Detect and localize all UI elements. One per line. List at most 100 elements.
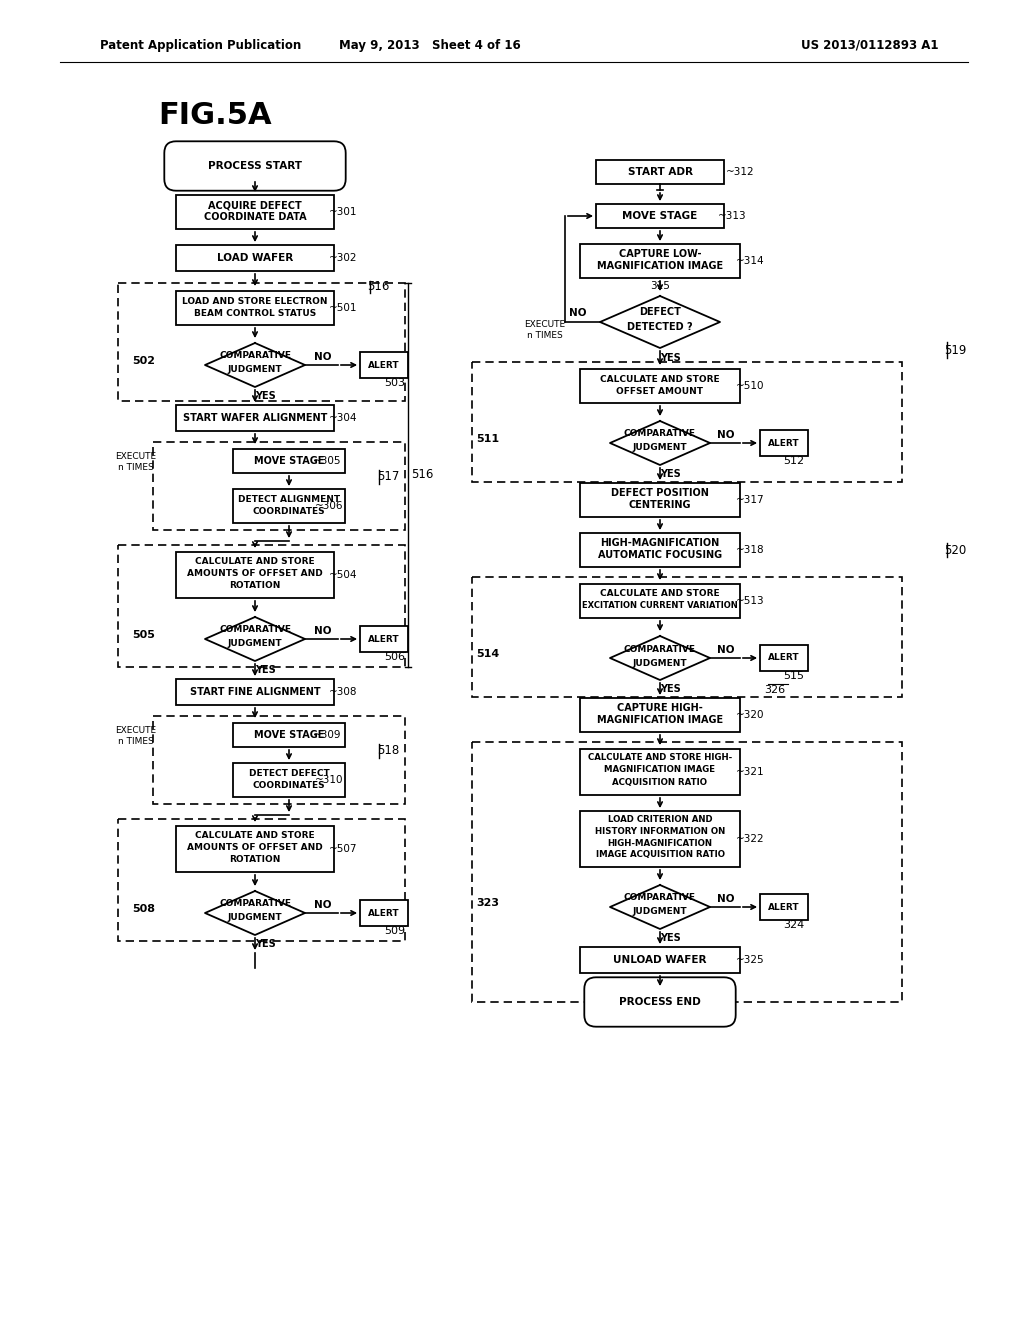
FancyBboxPatch shape [760,430,808,455]
FancyBboxPatch shape [176,246,334,271]
Text: ROTATION: ROTATION [229,581,281,590]
Text: JUDGMENT: JUDGMENT [227,913,283,923]
Text: ~309: ~309 [312,730,341,741]
Text: ALERT: ALERT [768,903,800,912]
Text: START ADR: START ADR [628,168,692,177]
Text: OFFSET AMOUNT: OFFSET AMOUNT [616,387,703,396]
FancyBboxPatch shape [580,583,740,618]
FancyBboxPatch shape [176,826,334,873]
Text: May 9, 2013   Sheet 4 of 16: May 9, 2013 Sheet 4 of 16 [339,38,521,51]
Text: ACQUISITION RATIO: ACQUISITION RATIO [612,777,708,787]
Text: IMAGE ACQUISITION RATIO: IMAGE ACQUISITION RATIO [596,850,725,859]
FancyBboxPatch shape [580,810,740,867]
FancyBboxPatch shape [176,405,334,432]
Text: EXCITATION CURRENT VARIATION: EXCITATION CURRENT VARIATION [582,602,738,610]
Text: 516: 516 [367,281,389,293]
FancyBboxPatch shape [233,723,345,747]
Text: 512: 512 [783,455,805,466]
Text: HIGH-MAGNIFICATION: HIGH-MAGNIFICATION [607,838,713,847]
Text: ~305: ~305 [312,455,341,466]
Text: JUDGMENT: JUDGMENT [633,908,687,916]
Text: 502: 502 [132,356,156,366]
Text: CENTERING: CENTERING [629,500,691,510]
Text: NO: NO [569,308,587,318]
Text: DEFECT POSITION: DEFECT POSITION [611,488,709,498]
Text: LOAD AND STORE ELECTRON: LOAD AND STORE ELECTRON [182,297,328,305]
Text: ~318: ~318 [735,545,764,554]
Text: 505: 505 [132,630,156,640]
FancyBboxPatch shape [118,282,406,401]
Text: YES: YES [255,939,275,949]
Text: COMPARATIVE: COMPARATIVE [219,626,291,635]
Text: MOVE STAGE: MOVE STAGE [254,730,325,741]
FancyBboxPatch shape [360,900,408,927]
Text: ~320: ~320 [736,710,764,719]
Text: COMPARATIVE: COMPARATIVE [624,429,696,438]
Text: ~317: ~317 [735,495,764,506]
Text: ~321: ~321 [735,767,764,777]
Text: NO: NO [314,626,332,636]
Text: ~325: ~325 [735,954,764,965]
Text: HIGH-MAGNIFICATION: HIGH-MAGNIFICATION [600,539,720,548]
Text: ~306: ~306 [314,502,343,511]
Text: MOVE STAGE: MOVE STAGE [623,211,697,220]
Text: HISTORY INFORMATION ON: HISTORY INFORMATION ON [595,826,725,836]
Text: ~301: ~301 [329,207,357,216]
FancyBboxPatch shape [472,362,902,482]
Text: ~507: ~507 [329,843,357,854]
Text: ACQUIRE DEFECT: ACQUIRE DEFECT [208,201,302,210]
Text: ~314: ~314 [735,256,764,267]
Text: COMPARATIVE: COMPARATIVE [219,351,291,360]
Text: YES: YES [659,469,680,479]
Text: DETECT DEFECT: DETECT DEFECT [249,768,330,777]
Text: YES: YES [255,391,275,401]
FancyBboxPatch shape [233,488,345,523]
Text: MAGNIFICATION IMAGE: MAGNIFICATION IMAGE [604,766,716,775]
Text: 315: 315 [650,281,670,290]
Text: 520: 520 [944,544,966,557]
Text: AMOUNTS OF OFFSET AND: AMOUNTS OF OFFSET AND [187,569,323,578]
Text: LOAD WAFER: LOAD WAFER [217,253,293,263]
Text: YES: YES [659,684,680,694]
Text: ~510: ~510 [736,381,764,391]
Text: ALERT: ALERT [369,360,399,370]
FancyBboxPatch shape [760,645,808,671]
Text: UNLOAD WAFER: UNLOAD WAFER [613,954,707,965]
FancyBboxPatch shape [580,483,740,517]
Text: ~302: ~302 [329,253,357,263]
Text: JUDGMENT: JUDGMENT [633,444,687,453]
FancyBboxPatch shape [118,545,406,667]
Text: YES: YES [255,665,275,675]
FancyBboxPatch shape [585,977,735,1027]
Text: COORDINATES: COORDINATES [253,507,326,516]
Text: NO: NO [717,645,735,655]
Text: ROTATION: ROTATION [229,854,281,863]
Text: 323: 323 [476,898,500,908]
Text: 514: 514 [476,649,500,659]
Text: MAGNIFICATION IMAGE: MAGNIFICATION IMAGE [597,715,723,725]
Text: NO: NO [717,894,735,904]
Text: 509: 509 [384,927,406,936]
FancyBboxPatch shape [472,742,902,1002]
Text: PROCESS START: PROCESS START [208,161,302,172]
FancyBboxPatch shape [164,141,346,190]
FancyBboxPatch shape [233,763,345,797]
FancyBboxPatch shape [176,290,334,325]
Text: ~513: ~513 [735,597,764,606]
Text: CALCULATE AND STORE: CALCULATE AND STORE [196,830,314,840]
Text: 516: 516 [411,469,433,482]
Text: ~504: ~504 [329,570,357,579]
Text: JUDGMENT: JUDGMENT [227,639,283,648]
Text: START WAFER ALIGNMENT: START WAFER ALIGNMENT [183,413,328,422]
Text: ~308: ~308 [329,686,357,697]
Text: START FINE ALIGNMENT: START FINE ALIGNMENT [189,686,321,697]
Text: ALERT: ALERT [369,908,399,917]
Text: BEAM CONTROL STATUS: BEAM CONTROL STATUS [194,309,316,318]
Text: ~313: ~313 [718,211,746,220]
Text: NO: NO [314,900,332,909]
Text: ALERT: ALERT [369,635,399,644]
Text: COMPARATIVE: COMPARATIVE [624,644,696,653]
Text: ~310: ~310 [314,775,343,785]
Text: ~322: ~322 [735,834,764,843]
Text: 503: 503 [384,378,406,388]
